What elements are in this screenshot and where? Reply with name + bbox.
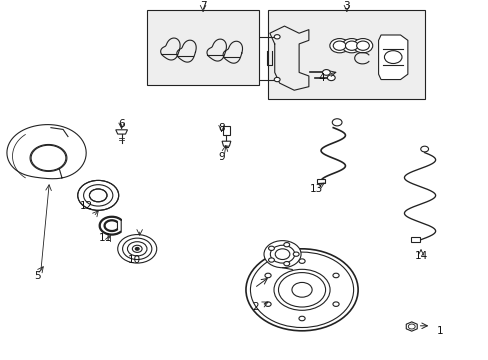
Circle shape (245, 249, 357, 331)
Circle shape (78, 180, 119, 210)
Circle shape (273, 269, 329, 310)
Circle shape (264, 240, 301, 268)
Circle shape (268, 258, 274, 262)
Text: 12: 12 (79, 201, 92, 211)
Text: 3: 3 (343, 1, 349, 12)
Text: 6: 6 (118, 119, 124, 129)
Text: 5: 5 (34, 271, 41, 280)
Circle shape (135, 247, 139, 250)
Circle shape (283, 261, 289, 266)
Circle shape (332, 41, 345, 50)
Circle shape (89, 189, 107, 202)
Circle shape (420, 146, 427, 152)
Polygon shape (7, 125, 86, 179)
Circle shape (327, 75, 334, 81)
Bar (147, 10, 259, 85)
Polygon shape (100, 217, 121, 235)
Text: 4: 4 (318, 73, 325, 83)
Polygon shape (378, 35, 407, 80)
Circle shape (274, 77, 280, 82)
Polygon shape (116, 130, 127, 134)
Circle shape (283, 243, 289, 247)
Circle shape (332, 302, 338, 306)
Circle shape (298, 316, 305, 321)
Circle shape (275, 249, 289, 260)
Circle shape (356, 41, 368, 50)
Circle shape (329, 39, 348, 53)
Polygon shape (222, 141, 230, 146)
Text: 11: 11 (99, 233, 112, 243)
Circle shape (384, 51, 401, 63)
Text: 8: 8 (218, 123, 224, 133)
Circle shape (298, 259, 305, 264)
Circle shape (291, 283, 311, 297)
Circle shape (264, 273, 270, 278)
Text: 9: 9 (218, 152, 224, 162)
Polygon shape (410, 238, 420, 242)
Circle shape (345, 41, 357, 50)
Text: 13: 13 (309, 184, 323, 194)
Circle shape (264, 302, 270, 306)
Circle shape (331, 119, 341, 126)
Circle shape (118, 235, 157, 263)
Text: 14: 14 (413, 251, 427, 261)
Circle shape (322, 69, 330, 75)
Text: 7: 7 (199, 1, 206, 12)
Text: 2: 2 (252, 302, 259, 311)
Circle shape (341, 39, 361, 53)
Text: 10: 10 (128, 255, 141, 265)
Polygon shape (317, 179, 325, 183)
Circle shape (268, 246, 274, 251)
Circle shape (293, 252, 299, 256)
Circle shape (274, 35, 280, 39)
Circle shape (352, 39, 372, 53)
Text: 1: 1 (436, 326, 443, 336)
Polygon shape (222, 126, 230, 135)
Circle shape (332, 273, 338, 278)
Bar (267, 10, 424, 99)
